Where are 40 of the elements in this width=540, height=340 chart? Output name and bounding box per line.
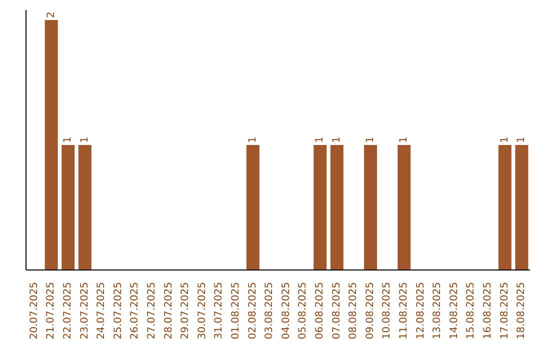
data-label: 1 xyxy=(365,136,376,143)
x-tick-label: 04.08.2025 xyxy=(280,282,292,340)
x-tick-label: 08.08.2025 xyxy=(348,282,360,340)
x-tick-label: 25.07.2025 xyxy=(112,282,124,340)
x-tick-label: 13.08.2025 xyxy=(432,282,444,340)
x-tick-label: 26.07.2025 xyxy=(130,282,141,340)
data-label: 1 xyxy=(331,136,342,143)
x-tick-label: 12.08.2025 xyxy=(415,282,426,340)
data-label: 1 xyxy=(499,136,510,143)
x-tick-label: 30.07.2025 xyxy=(196,282,208,340)
x-tick-label: 23.07.2025 xyxy=(79,282,90,340)
x-tick-label: 22.07.2025 xyxy=(62,282,74,340)
x-tick-label: 10.08.2025 xyxy=(382,282,393,340)
data-label: 1 xyxy=(516,136,528,143)
x-tick-label: 07.08.2025 xyxy=(331,282,342,340)
x-tick-label: 02.08.2025 xyxy=(247,282,258,340)
data-label: 1 xyxy=(314,136,326,143)
x-tick-label: 17.08.2025 xyxy=(499,282,510,340)
x-tick-label: 29.07.2025 xyxy=(180,282,192,340)
x-tick-label: 15.08.2025 xyxy=(466,282,477,340)
data-label: 1 xyxy=(247,136,258,143)
data-label: 1 xyxy=(398,136,410,143)
x-tick-label: 31.07.2025 xyxy=(214,282,225,340)
x-tick-label: 01.08.2025 xyxy=(230,282,242,340)
x-tick-label: 27.07.2025 xyxy=(146,282,158,340)
x-tick-label: 11.08.2025 xyxy=(398,282,410,340)
x-tick-label: 21.07.2025 xyxy=(46,282,57,340)
x-tick-label: 14.08.2025 xyxy=(448,282,460,340)
x-tick-label: 03.08.2025 xyxy=(264,282,276,340)
x-tick-label: 28.07.2025 xyxy=(163,282,174,340)
x-tick-label: 09.08.2025 xyxy=(364,282,376,340)
data-label: 1 xyxy=(79,136,90,143)
x-tick-label: 05.08.2025 xyxy=(298,282,309,340)
x-tick-label: 20.07.2025 xyxy=(28,282,40,340)
x-tick-label: 06.08.2025 xyxy=(314,282,326,340)
x-tick-label: 16.08.2025 xyxy=(482,282,494,340)
x-tick-label: 24.07.2025 xyxy=(96,282,108,340)
data-label: 2 xyxy=(46,12,57,18)
data-label: 1 xyxy=(62,136,74,143)
x-tick-label: 18.08.2025 xyxy=(516,282,528,340)
